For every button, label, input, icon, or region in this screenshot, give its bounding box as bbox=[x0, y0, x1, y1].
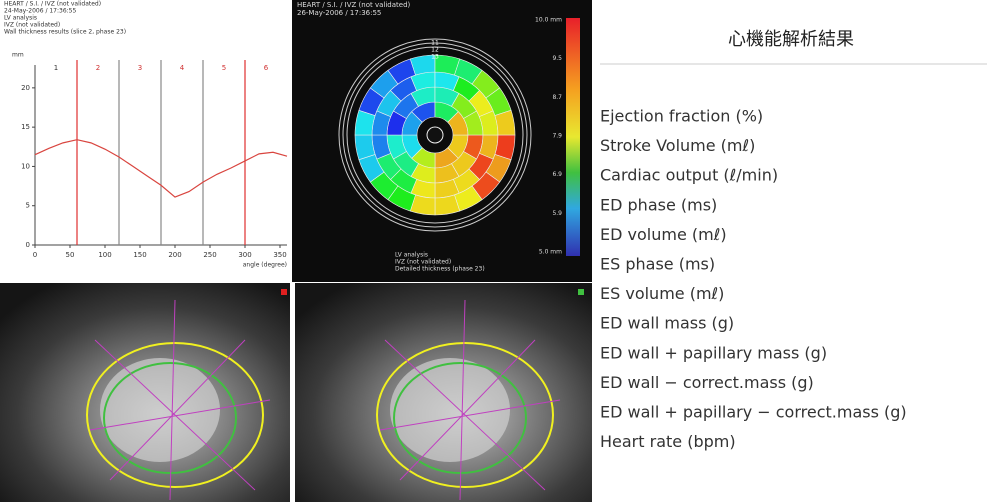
scale-bottom: 5.0 mm bbox=[539, 249, 562, 256]
bullseye-footer: Detailed thickness (phase 23) bbox=[395, 266, 485, 273]
result-item: ED wall + papillary − correct.mass (g) bbox=[600, 403, 907, 422]
page: HEART / S.I. / IVZ (not validated)26-May… bbox=[0, 0, 987, 502]
plot-header: LV analysis bbox=[4, 15, 37, 22]
scale-label: 9.5 bbox=[552, 55, 562, 62]
x-tick-label: 300 bbox=[238, 251, 251, 259]
result-item: ED wall + papillary mass (g) bbox=[600, 343, 827, 362]
result-item: ES phase (ms) bbox=[600, 255, 715, 274]
x-axis-label: angle (degree) bbox=[243, 262, 287, 269]
bullseye-header: HEART / S.I. / IVZ (not validated) bbox=[297, 1, 411, 9]
bullseye-center bbox=[427, 127, 443, 143]
mri-left bbox=[0, 283, 290, 502]
scale-label: 5.9 bbox=[552, 210, 562, 217]
result-item: ED wall − correct.mass (g) bbox=[600, 373, 814, 392]
result-item: ED wall mass (g) bbox=[600, 314, 734, 333]
ring-label: 11 bbox=[431, 40, 439, 47]
result-item: ED phase (ms) bbox=[600, 195, 717, 214]
bullseye-header: 26-May-2006 / 17:36:55 bbox=[297, 9, 381, 17]
segment-label: 4 bbox=[180, 64, 185, 72]
x-tick-label: 150 bbox=[133, 251, 146, 259]
result-item: Ejection fraction (%) bbox=[600, 107, 763, 126]
x-tick-label: 200 bbox=[168, 251, 181, 259]
result-item: Stroke Volume (mℓ) bbox=[600, 136, 755, 155]
x-tick-label: 100 bbox=[98, 251, 111, 259]
y-tick-label: 15 bbox=[21, 123, 30, 131]
segment-label: 5 bbox=[222, 64, 226, 72]
scale-label: 7.9 bbox=[552, 133, 562, 140]
plot-header: 24-May-2006 / 17:36:55 bbox=[4, 8, 76, 15]
y-tick-label: 10 bbox=[21, 162, 30, 170]
y-tick-label: 20 bbox=[21, 84, 30, 92]
ring-label: 12 bbox=[431, 47, 439, 54]
plot-panel bbox=[0, 0, 290, 280]
x-tick-label: 250 bbox=[203, 251, 216, 259]
segment-label: 6 bbox=[264, 64, 269, 72]
y-axis-label: mm bbox=[12, 52, 24, 59]
scale-label: 8.7 bbox=[552, 94, 562, 101]
scale-label: 6.9 bbox=[552, 171, 562, 178]
results-title: 心機能解析結果 bbox=[728, 29, 854, 50]
result-item: ES volume (mℓ) bbox=[600, 284, 724, 303]
segment-label: 3 bbox=[138, 64, 142, 72]
result-item: ED volume (mℓ) bbox=[600, 225, 727, 244]
plot-header: Wall thickness results (slice 2, phase 2… bbox=[4, 29, 126, 36]
scale-top: 10.0 mm bbox=[535, 17, 562, 24]
result-item: Cardiac output (ℓ/min) bbox=[600, 166, 778, 185]
segment-label: 2 bbox=[96, 64, 100, 72]
bullseye-panel bbox=[292, 0, 592, 282]
bullseye-footer: LV analysis bbox=[395, 252, 428, 259]
ring-label: 13 bbox=[431, 54, 439, 61]
mri-right bbox=[295, 283, 592, 502]
bullseye-footer: IVZ (not validated) bbox=[395, 259, 451, 266]
y-tick-label: 0 bbox=[26, 241, 30, 249]
plot-header: HEART / S.I. / IVZ (not validated) bbox=[4, 1, 101, 8]
result-item: Heart rate (bpm) bbox=[600, 432, 736, 451]
x-tick-label: 0 bbox=[33, 251, 37, 259]
y-tick-label: 5 bbox=[26, 202, 30, 210]
x-tick-label: 50 bbox=[66, 251, 75, 259]
x-tick-label: 350 bbox=[273, 251, 286, 259]
segment-label: 1 bbox=[54, 64, 58, 72]
plot-header: IVZ (not validated) bbox=[4, 22, 60, 29]
color-bar bbox=[566, 18, 580, 256]
